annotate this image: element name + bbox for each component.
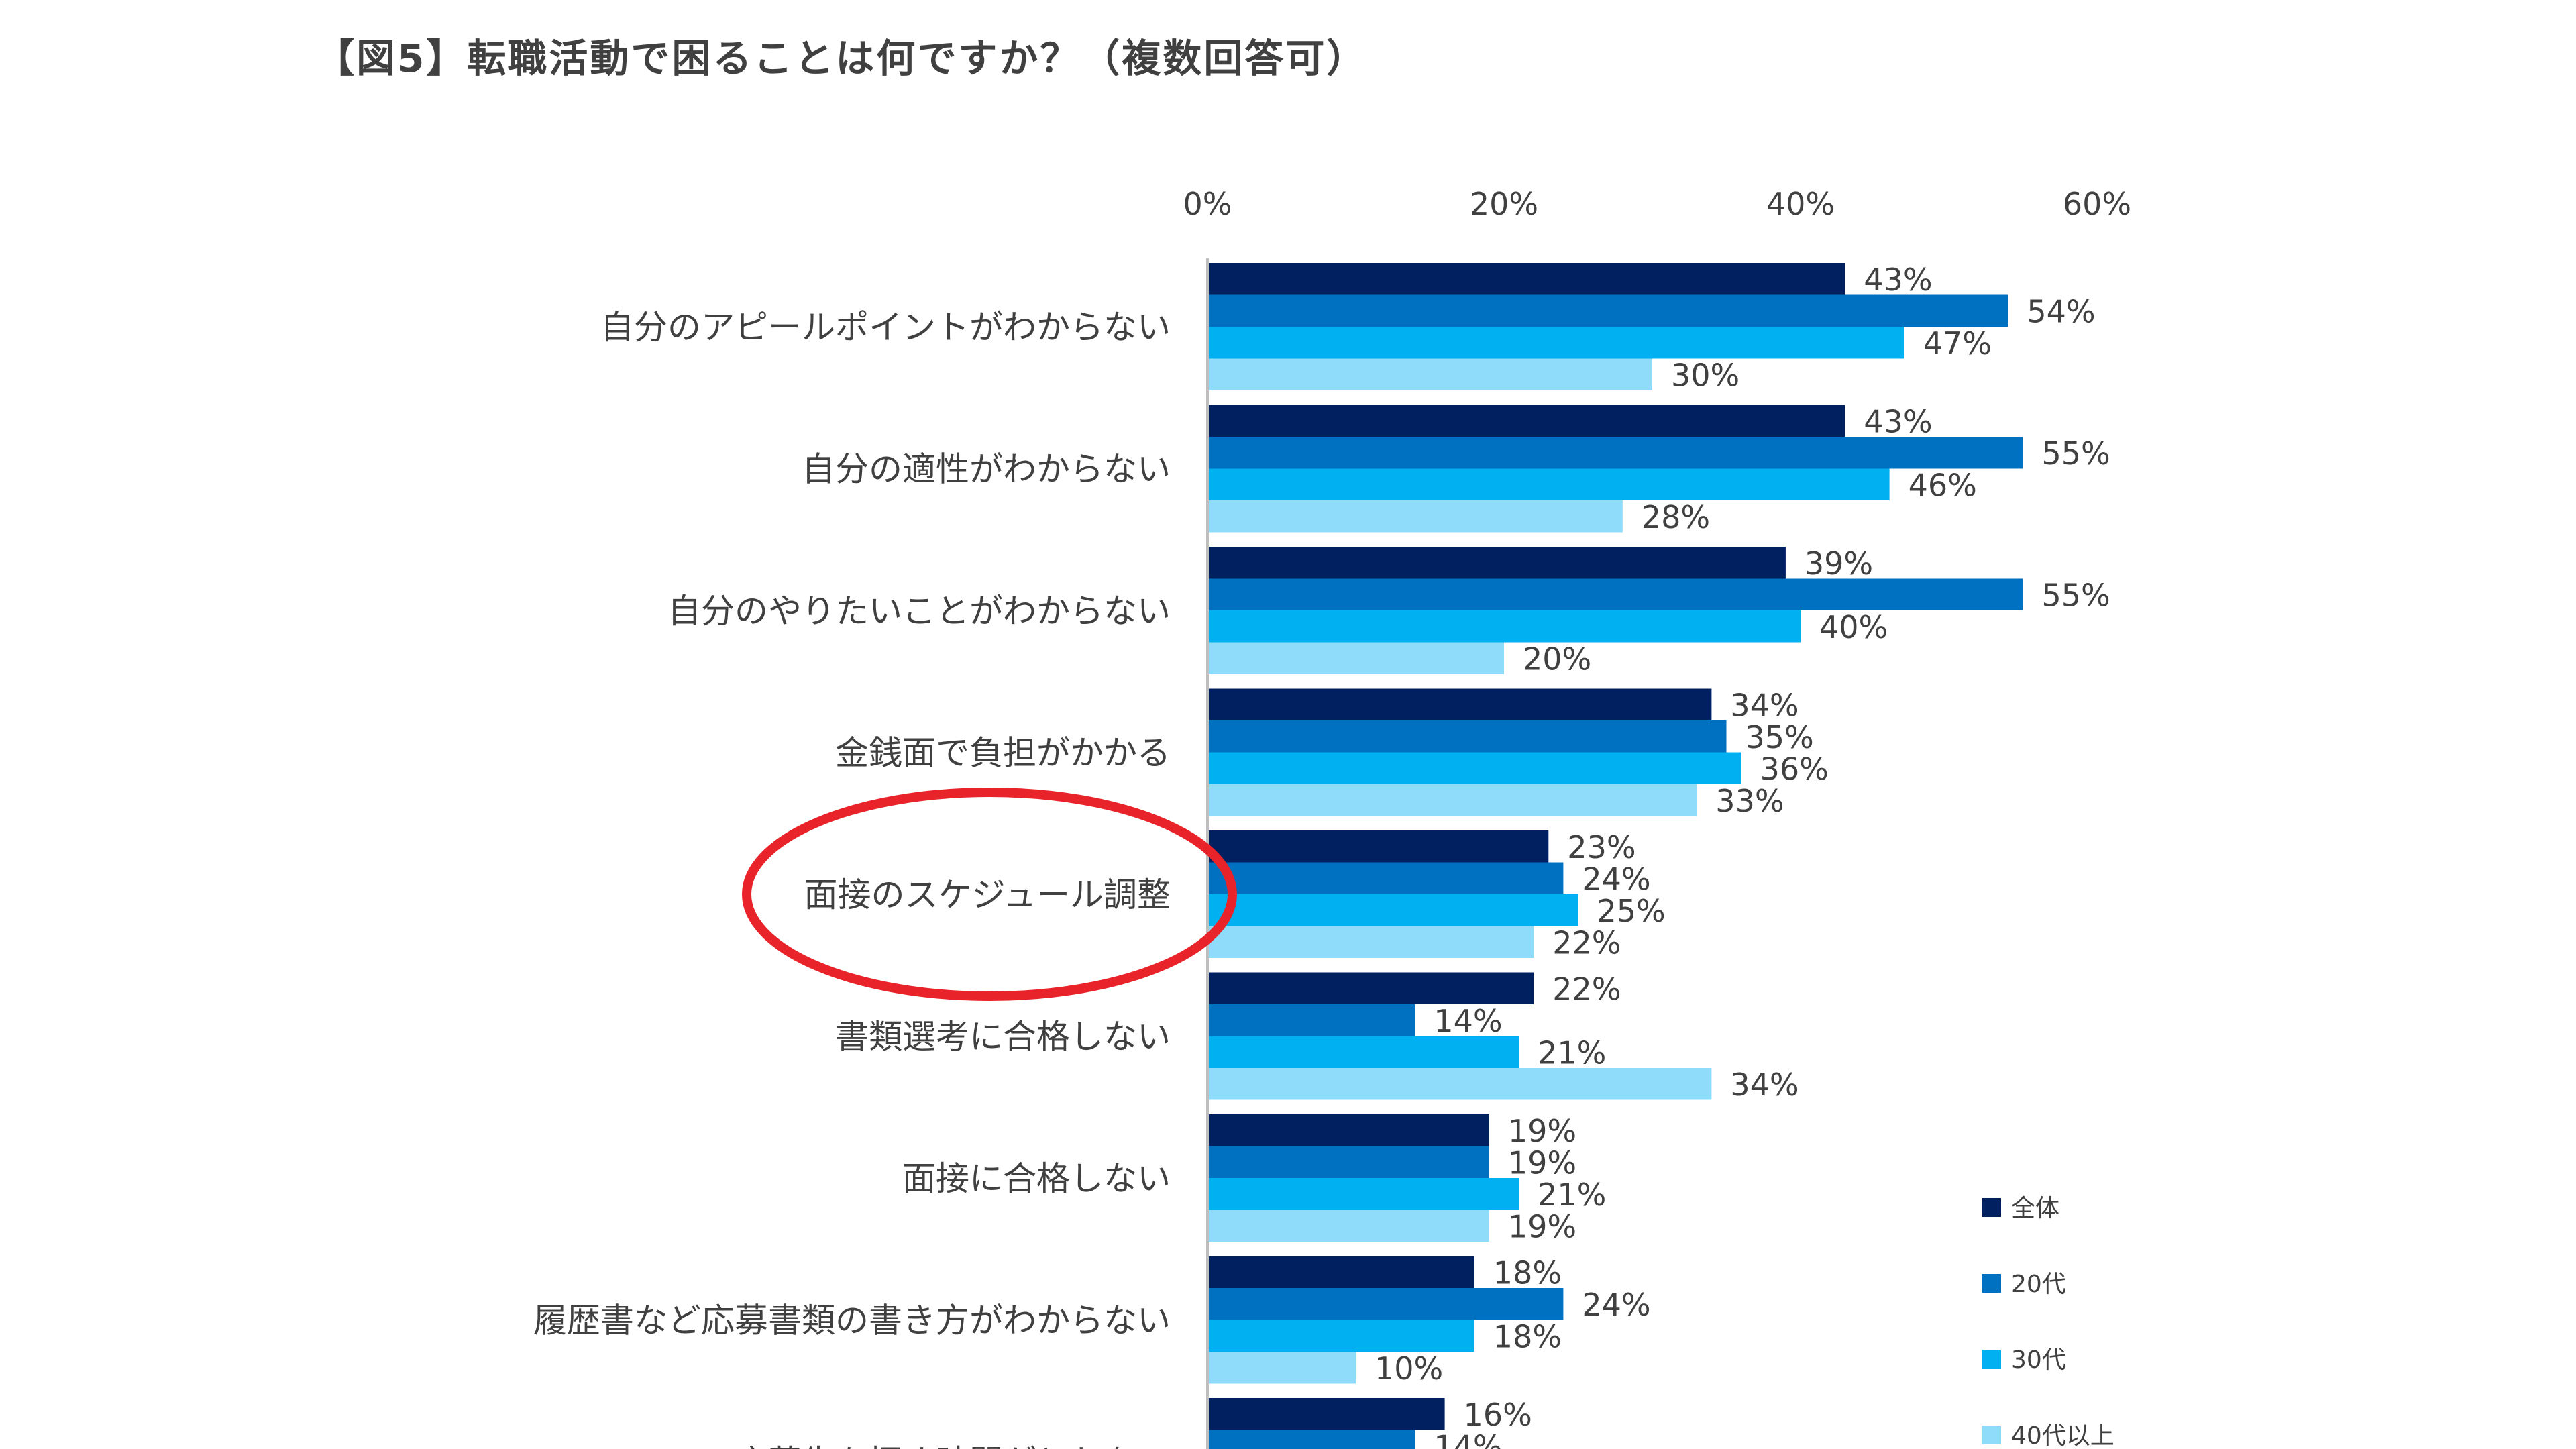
legend-label: 40代以上 [2011, 1422, 2114, 1449]
data-label: 54% [2027, 293, 2095, 329]
bar [1208, 327, 1904, 359]
bar [1208, 1114, 1489, 1146]
highlight-annotation [742, 788, 1237, 1001]
data-label: 24% [1582, 861, 1650, 897]
data-labels: 43%54%47%30%43%55%46%28%39%55%40%20%34%3… [1375, 262, 2110, 1449]
bar [1208, 1210, 1489, 1242]
chart-title: 【図5】転職活動で困ることは何ですか？（複数回答可） [315, 36, 1368, 81]
bar [1208, 468, 1890, 500]
bar [1208, 405, 1845, 437]
data-label: 34% [1730, 1067, 1799, 1103]
bar [1208, 752, 1741, 784]
x-tick-label: 60% [2063, 186, 2131, 222]
legend-label: 30代 [2011, 1346, 2066, 1374]
data-label: 16% [1464, 1397, 1532, 1433]
data-label: 14% [1434, 1003, 1502, 1039]
legend-label: 全体 [2011, 1195, 2059, 1222]
legend-swatch [1982, 1350, 2001, 1368]
bar [1208, 720, 1727, 753]
data-label: 18% [1493, 1254, 1562, 1291]
bar [1208, 437, 2023, 469]
data-label: 28% [1642, 499, 1710, 535]
data-label: 18% [1493, 1318, 1562, 1354]
bar [1208, 642, 1504, 674]
x-tick-label: 40% [1766, 186, 1835, 222]
legend-swatch [1982, 1274, 2001, 1293]
bar [1208, 926, 1534, 958]
data-label: 40% [1819, 609, 1888, 645]
data-label: 19% [1508, 1144, 1576, 1181]
legend-label: 20代 [2011, 1271, 2066, 1298]
category-label: 自分の適性がわからない [802, 450, 1171, 489]
data-label: 24% [1582, 1287, 1650, 1323]
legend-swatch [1982, 1426, 2001, 1444]
bar [1208, 294, 2008, 327]
data-label: 21% [1538, 1177, 1606, 1213]
bar [1208, 1256, 1474, 1288]
data-label: 39% [1805, 545, 1873, 582]
bar [1208, 358, 1652, 390]
data-label: 43% [1864, 403, 1932, 439]
bar [1208, 1004, 1415, 1036]
bar [1208, 688, 1712, 720]
data-label: 14% [1434, 1428, 1502, 1449]
bar [1208, 1352, 1356, 1384]
data-label: 19% [1508, 1208, 1576, 1244]
data-label: 46% [1909, 467, 1977, 503]
bar [1208, 1068, 1712, 1100]
category-label: 書類選考に合格しない [835, 1018, 1171, 1057]
data-label: 23% [1567, 829, 1635, 865]
category-label: 履歴書など応募書類の書き方がわからない [533, 1301, 1171, 1340]
bar [1208, 784, 1697, 816]
bars-group [1208, 263, 2023, 1449]
bar [1208, 830, 1549, 863]
x-axis-ticks: 0% 20% 40% 60% [1183, 186, 2132, 222]
bar [1208, 972, 1534, 1004]
bar [1208, 547, 1786, 579]
bar [1208, 1178, 1519, 1210]
category-label: 応募先を探す時間がとれない [735, 1443, 1171, 1449]
data-label: 55% [2042, 577, 2110, 613]
data-label: 30% [1671, 357, 1739, 393]
bar [1208, 263, 1845, 295]
bar [1208, 862, 1564, 894]
bar [1208, 1320, 1474, 1352]
category-label: 面接のスケジュール調整 [804, 875, 1171, 914]
data-label: 25% [1597, 893, 1666, 929]
data-label: 55% [2042, 435, 2110, 472]
data-label: 34% [1730, 687, 1799, 723]
data-label: 20% [1523, 641, 1591, 677]
bar [1208, 1398, 1445, 1430]
category-labels: 自分のアピールポイントがわからない自分の適性がわからない自分のやりたいことがわか… [533, 308, 1171, 1449]
highlight-ellipse [742, 788, 1237, 1001]
bar [1208, 1146, 1489, 1178]
data-label: 19% [1508, 1113, 1576, 1149]
bar [1208, 500, 1623, 533]
category-label: 面接に合格しない [902, 1159, 1171, 1198]
x-tick-label: 0% [1183, 186, 1232, 222]
data-label: 43% [1864, 262, 1932, 298]
bar [1208, 1036, 1519, 1068]
bar [1208, 578, 2023, 610]
bar [1208, 1430, 1415, 1449]
data-label: 22% [1552, 971, 1621, 1007]
data-label: 21% [1538, 1034, 1606, 1071]
legend: 全体 20代 30代 40代以上 [1982, 1195, 2114, 1449]
category-label: 金銭面で負担がかかる [835, 734, 1171, 773]
category-label: 自分のアピールポイントがわからない [600, 308, 1171, 347]
data-label: 47% [1923, 325, 1992, 362]
x-tick-label: 20% [1470, 186, 1538, 222]
legend-swatch [1982, 1198, 2001, 1217]
bar [1208, 894, 1578, 926]
data-label: 10% [1375, 1350, 1443, 1387]
category-label: 自分のやりたいことがわからない [667, 592, 1171, 631]
data-label: 22% [1552, 924, 1621, 961]
data-label: 36% [1760, 751, 1829, 787]
data-label: 33% [1715, 783, 1784, 819]
data-label: 35% [1746, 719, 1814, 755]
bar [1208, 610, 1801, 643]
bar [1208, 1288, 1564, 1320]
